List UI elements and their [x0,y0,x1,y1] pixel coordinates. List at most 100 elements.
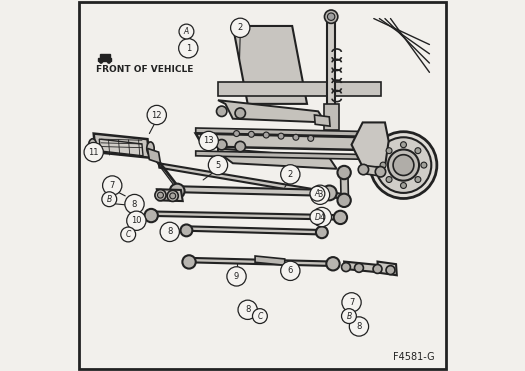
Polygon shape [363,165,382,176]
Circle shape [160,222,180,242]
Text: 6: 6 [288,266,293,275]
Text: 11: 11 [88,148,99,157]
Circle shape [234,131,239,137]
Text: A: A [315,189,320,198]
Circle shape [147,105,166,125]
Text: 2: 2 [238,23,243,32]
Circle shape [178,39,198,58]
Circle shape [310,185,330,204]
Circle shape [182,255,196,269]
Polygon shape [188,258,333,266]
Text: 1: 1 [186,44,191,53]
Circle shape [127,211,146,230]
Circle shape [181,224,192,236]
Circle shape [121,227,135,242]
Circle shape [170,193,176,199]
Polygon shape [148,148,161,163]
Polygon shape [377,262,397,275]
Circle shape [386,266,395,275]
Circle shape [216,139,227,150]
Circle shape [278,133,284,139]
Circle shape [281,165,300,184]
Polygon shape [196,134,374,150]
Circle shape [327,257,340,270]
Circle shape [401,142,406,148]
Circle shape [310,186,325,201]
Circle shape [421,162,427,168]
Polygon shape [314,115,330,126]
Circle shape [324,10,338,23]
Circle shape [216,106,227,116]
Circle shape [293,134,299,140]
Text: 3: 3 [317,190,323,199]
Polygon shape [196,128,374,137]
Circle shape [328,13,335,20]
Text: 8: 8 [245,305,250,314]
Circle shape [415,177,421,183]
Polygon shape [233,26,307,104]
Circle shape [107,60,111,63]
Circle shape [338,194,351,207]
Text: B: B [107,195,112,204]
Text: 8: 8 [356,322,362,331]
Polygon shape [157,189,183,201]
Text: C: C [257,312,262,321]
Polygon shape [218,100,326,122]
Circle shape [338,166,351,179]
Circle shape [263,132,269,138]
Circle shape [167,190,178,201]
Polygon shape [100,54,110,58]
Circle shape [125,194,144,214]
Circle shape [281,261,300,280]
Circle shape [342,309,356,324]
Circle shape [312,207,331,227]
Circle shape [99,60,103,63]
Polygon shape [186,226,322,234]
Circle shape [375,167,386,177]
Circle shape [310,210,325,224]
Circle shape [235,141,245,152]
Polygon shape [352,122,388,167]
Polygon shape [177,186,329,196]
Polygon shape [344,262,382,273]
Circle shape [358,164,369,175]
Text: 12: 12 [152,111,162,119]
Circle shape [179,24,194,39]
Text: 9: 9 [234,272,239,281]
Text: D: D [314,213,320,221]
Circle shape [342,263,350,272]
Polygon shape [255,256,285,265]
Polygon shape [324,104,339,130]
Ellipse shape [89,139,97,153]
Polygon shape [340,169,349,203]
Circle shape [370,132,437,198]
Circle shape [199,131,218,151]
Polygon shape [93,134,149,158]
Circle shape [235,108,245,118]
Text: 5: 5 [215,161,220,170]
Circle shape [401,183,406,188]
Circle shape [102,192,117,207]
Polygon shape [196,151,374,160]
Text: FRONT OF VEHICLE: FRONT OF VEHICLE [96,65,194,74]
Text: 13: 13 [203,137,214,145]
Circle shape [158,192,163,198]
Ellipse shape [147,142,154,155]
Circle shape [342,293,361,312]
Circle shape [308,135,314,141]
Circle shape [373,265,382,273]
Polygon shape [151,211,340,220]
Polygon shape [99,139,143,156]
Circle shape [386,148,392,154]
Circle shape [248,131,254,137]
Circle shape [144,209,158,222]
Circle shape [230,18,250,37]
Circle shape [334,211,347,224]
Circle shape [102,176,122,195]
Circle shape [376,137,432,193]
Circle shape [354,263,363,272]
Text: A: A [184,27,189,36]
Circle shape [349,317,369,336]
Circle shape [393,155,414,175]
Text: 7: 7 [349,298,354,307]
